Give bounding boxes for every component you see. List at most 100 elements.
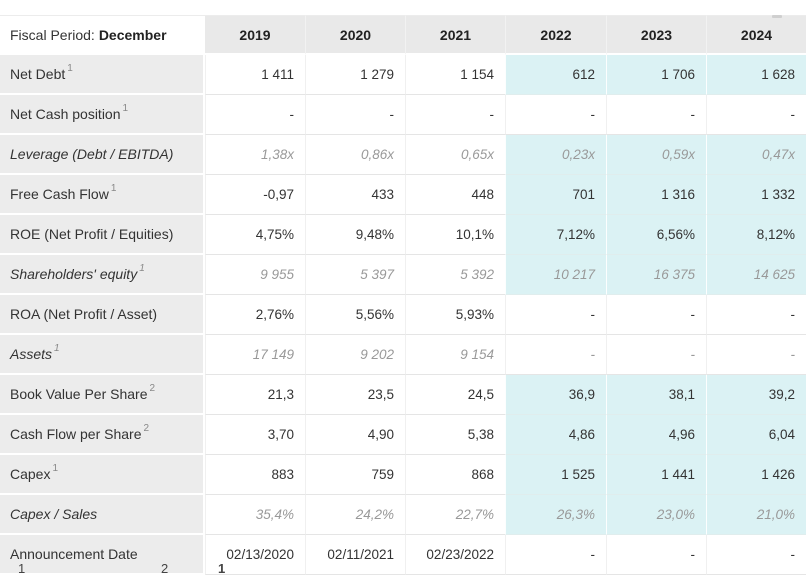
table-row: Leverage (Debt / EBITDA) 1,38x 0,86x 0,65x 0…	[0, 135, 806, 175]
value-cell: 21,3	[205, 375, 305, 415]
row-label-text: Cash Flow per Share	[10, 426, 142, 442]
row-label-text: ROE (Net Profit / Equities)	[10, 226, 174, 242]
value-cell: 448	[405, 175, 505, 215]
footnote-marker: 1	[122, 103, 129, 114]
table-row: ROA (Net Profit / Asset) 2,76% 5,56% 5,93% -…	[0, 295, 806, 335]
row-label: Capex / Sales	[0, 495, 205, 535]
value-cell: 9 154	[405, 335, 505, 375]
value-cell: 23,0%	[606, 495, 706, 535]
row-label-text: Free Cash Flow	[10, 186, 109, 202]
value-cell: 1 316	[606, 175, 706, 215]
value-cell: -	[606, 295, 706, 335]
row-label-text: Net Cash position	[10, 106, 121, 122]
value-cell: 701	[505, 175, 606, 215]
value-cell: 1 706	[606, 55, 706, 95]
row-label: Capex 1	[0, 455, 205, 495]
footnote: 1 2 1	[0, 562, 806, 576]
value-cell: -0,97	[205, 175, 305, 215]
value-cell: 868	[405, 455, 505, 495]
year-header: 2020	[305, 15, 405, 55]
value-cell: 1 426	[706, 455, 806, 495]
footnote-marker: 2	[143, 423, 150, 434]
row-label: Shareholders' equity 1	[0, 255, 205, 295]
row-label-text: Announcement Date	[10, 546, 138, 562]
table-row: Shareholders' equity 1 9 955 5 397 5 392 10 2…	[0, 255, 806, 295]
clipped-element	[772, 15, 782, 18]
value-cell: 1 154	[405, 55, 505, 95]
table-row: Net Cash position 1- - - - - -	[0, 95, 806, 135]
value-cell: 7,12%	[505, 215, 606, 255]
row-label: Assets 1	[0, 335, 205, 375]
value-cell: -	[205, 95, 305, 135]
value-cell: -	[505, 95, 606, 135]
value-cell: 0,86x	[305, 135, 405, 175]
value-cell: 433	[305, 175, 405, 215]
row-label-text: Capex / Sales	[10, 506, 98, 522]
row-label-text: Net Debt	[10, 66, 66, 82]
value-cell: -	[606, 335, 706, 375]
year-header: 2019	[205, 15, 305, 55]
value-cell: 5 392	[405, 255, 505, 295]
year-header: 2024	[706, 15, 806, 55]
financials-table: Fiscal Period: December 2019 2020 2021 2022 2…	[0, 15, 806, 575]
table-row: ROE (Net Profit / Equities) 4,75% 9,48% 10,…	[0, 215, 806, 255]
value-cell: 9 202	[305, 335, 405, 375]
value-cell: 612	[505, 55, 606, 95]
value-cell: 9,48%	[305, 215, 405, 255]
table-row: Capex / Sales 35,4% 24,2% 22,7% 26,3% 23,0% 21…	[0, 495, 806, 535]
value-cell: 5 397	[305, 255, 405, 295]
row-label: Free Cash Flow 1	[0, 175, 205, 215]
value-cell: 3,70	[205, 415, 305, 455]
footnote-marker: 1	[67, 63, 73, 74]
value-cell: 10,1%	[405, 215, 505, 255]
value-cell: 4,90	[305, 415, 405, 455]
value-cell: 1 279	[305, 55, 405, 95]
row-label: Cash Flow per Share 2	[0, 415, 205, 455]
value-cell: 2,76%	[205, 295, 305, 335]
table-header-row: Fiscal Period: December 2019 2020 2021 2022 2…	[0, 15, 806, 55]
value-cell: 24,5	[405, 375, 505, 415]
footnote-marker: 1	[218, 561, 226, 576]
value-cell: 24,2%	[305, 495, 405, 535]
value-cell: 4,96	[606, 415, 706, 455]
value-cell: 1 441	[606, 455, 706, 495]
value-cell: 14 625	[706, 255, 806, 295]
fiscal-period-header: Fiscal Period: December	[0, 15, 205, 55]
row-label-text: Leverage (Debt / EBITDA)	[10, 146, 174, 162]
value-cell: 22,7%	[405, 495, 505, 535]
value-cell: 4,75%	[205, 215, 305, 255]
footnote-marker: 1	[139, 263, 145, 274]
row-label: Leverage (Debt / EBITDA)	[0, 135, 205, 175]
value-cell: 6,04	[706, 415, 806, 455]
row-label: Book Value Per Share 2	[0, 375, 205, 415]
value-cell: 9 955	[205, 255, 305, 295]
value-cell: -	[305, 95, 405, 135]
value-cell: 1,38x	[205, 135, 305, 175]
value-cell: 39,2	[706, 375, 806, 415]
value-cell: 883	[205, 455, 305, 495]
value-cell: 0,47x	[706, 135, 806, 175]
value-cell: 0,59x	[606, 135, 706, 175]
value-cell: 1 525	[505, 455, 606, 495]
value-cell: 17 149	[205, 335, 305, 375]
value-cell: 5,38	[405, 415, 505, 455]
table-row: Assets 1 17 149 9 202 9 154- - -	[0, 335, 806, 375]
value-cell: 16 375	[606, 255, 706, 295]
value-cell: -	[706, 95, 806, 135]
table-row: Cash Flow per Share 2 3,70 4,90 5,38 4,86 4,96…	[0, 415, 806, 455]
row-label: ROE (Net Profit / Equities)	[0, 215, 205, 255]
value-cell: 38,1	[606, 375, 706, 415]
value-cell: 0,65x	[405, 135, 505, 175]
row-label-text: ROA (Net Profit / Asset)	[10, 306, 158, 322]
row-label-text: Assets	[10, 346, 53, 362]
footnote-marker: 1	[54, 343, 60, 354]
year-header: 2022	[505, 15, 606, 55]
table-row: Capex 1 883 759 868 1 525 1 441 1 426	[0, 455, 806, 495]
value-cell: -	[706, 335, 806, 375]
value-cell: 10 217	[505, 255, 606, 295]
table-row: Free Cash Flow 1 -0,97 433 448 701 1 316 1 332	[0, 175, 806, 215]
value-cell: -	[706, 295, 806, 335]
value-cell: -	[505, 335, 606, 375]
footnote-marker: 2	[161, 561, 169, 576]
year-header: 2023	[606, 15, 706, 55]
